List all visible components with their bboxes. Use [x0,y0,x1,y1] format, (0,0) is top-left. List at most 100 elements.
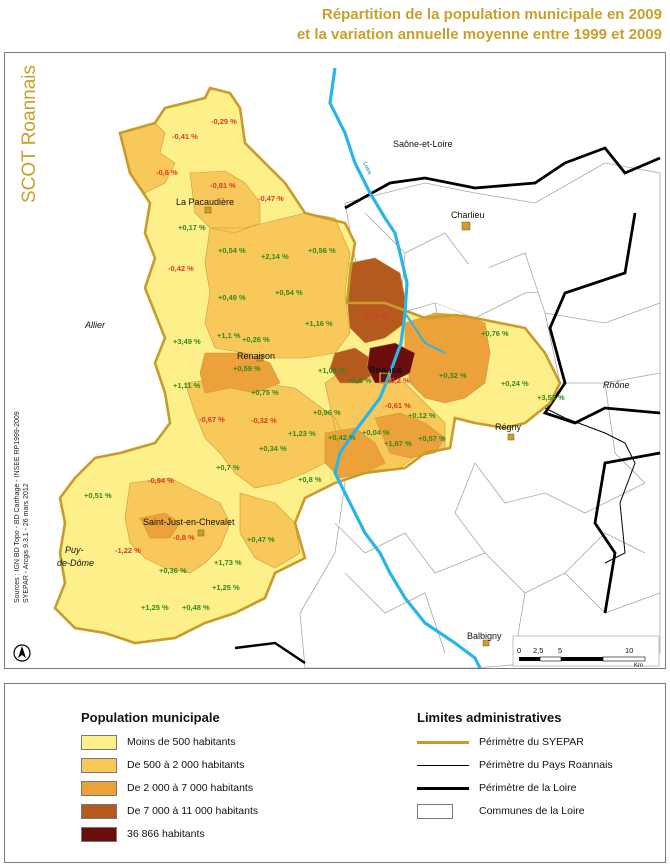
charlieu-marker [461,221,471,231]
north-arrow-icon [13,644,31,662]
variation-label: +0,04 % [362,428,390,437]
legend-limit-item: Périmètre du Pays Roannais [417,757,613,773]
thin-line-icon [417,764,469,766]
variation-label: +0,42 % [328,433,356,442]
variation-label: +0,8 % [298,475,322,484]
variation-label: +0,26 % [242,335,270,344]
legend-label: Moins de 500 habitants [127,736,236,748]
town-label-regny: Régny [495,422,522,432]
variation-label: +1,11 % [173,381,201,390]
choropleth [54,87,561,644]
variation-label: +0,54 % [218,246,246,255]
legend-population-item: De 2 000 à 7 000 habitants [81,780,253,796]
town-label-saint-just: Saint-Just-en-Chevalet [143,517,235,527]
variation-label: -0,47 % [258,194,284,203]
variation-label: +1,1 % [217,331,241,340]
legend-label: De 2 000 à 7 000 habitants [127,782,254,794]
variation-label: +2,14 % [261,252,289,261]
zone-roanne [366,342,416,384]
variation-label: +0,54 % [275,288,303,297]
variation-label: +0,32 % [439,371,467,380]
variation-label: -0,61 % [385,401,411,410]
variation-label: +0,75 % [251,388,279,397]
variation-label: +1,16 % [305,319,333,328]
legend-label: Périmètre du Pays Roannais [479,759,613,771]
variation-label: -0,29 % [211,117,237,126]
regny-marker [507,433,515,441]
legend-swatch [81,780,117,796]
variation-label: -0,32 % [251,416,277,425]
legend-label: Communes de la Loire [479,805,585,817]
legend-population-item: De 500 à 2 000 habitants [81,757,244,773]
scale-tick-3: 10 [625,646,633,655]
variation-label: +1,73 % [214,558,242,567]
variation-label: -0,81 % [210,181,236,190]
town-label-charlieu: Charlieu [451,210,485,220]
legend-label: Périmètre du SYEPAR [479,736,584,748]
legend-label: Périmètre de la Loire [479,782,577,794]
map-canvas: Saône-et-Loire Allier Rhône Puy- de-Dôme… [13,65,661,669]
legend-swatch [81,757,117,773]
legend-population-heading: Population municipale [81,710,220,725]
loire-perimeter [344,146,661,614]
variation-label: +3,53 % [537,393,565,402]
variation-label: -1,22 % [115,546,141,555]
variation-label: +0,59 % [233,364,261,373]
region-rhone-label: Rhône [603,380,630,390]
variation-label: +0,51 % [84,491,112,500]
town-label-la-pacaudiere: La Pacaudière [176,197,234,207]
scale-tick-1: 2,5 [533,646,543,655]
town-markers [197,206,515,647]
variation-label: +0,34 % [259,444,287,453]
variation-label: +1,05 % [318,366,346,375]
gold-line-icon [417,740,469,744]
variation-label: -0,18 % [362,311,388,320]
legend-label: 36 866 habitants [127,828,205,840]
legend-limit-item: Communes de la Loire [417,803,585,819]
variation-label: +0,24 % [501,379,529,388]
variation-label: +0,49 % [218,293,246,302]
legend-population-item: De 7 000 à 11 000 habitants [81,803,258,819]
variation-label: +0,57 % [418,434,446,443]
variation-label: +0,36 % [159,566,187,575]
legend-swatch [81,826,117,842]
variation-label: +0,17 % [178,223,206,232]
region-saone-label: Saône-et-Loire [393,139,453,149]
legend-population-item: Moins de 500 habitants [81,734,236,750]
variation-label: +1,8 % [348,376,372,385]
variation-label: -0,41 % [172,132,198,141]
variation-label: -0,94 % [148,476,174,485]
variation-label: +0,47 % [247,535,275,544]
sources-line-1: Sources : IGN BD Topo - BD Carthage - IN… [14,411,21,603]
variation-label: -0,67 % [199,415,225,424]
map-frame: Saône-et-Loire Allier Rhône Puy- de-Dôme… [4,52,666,669]
variation-label: +1,67 % [384,439,412,448]
variation-label: -0,42 % [168,264,194,273]
loire-river-label: Loire [361,161,372,176]
pays-roannais-perimeter [534,402,636,564]
balbigny-marker [482,639,490,647]
loire-river [328,67,482,669]
variation-label: +1,25 % [141,603,169,612]
variation-label: -0,6 % [156,168,178,177]
legend-swatch [81,734,117,750]
variation-label: -0,2 % [388,376,410,385]
variation-label: +0,96 % [313,408,341,417]
thick-line-icon [417,786,469,790]
scale-bar: 0 2,5 5 10 Km [512,635,660,669]
region-allier-label: Allier [84,320,106,330]
region-puy-label-1: Puy- [65,545,84,555]
scale-unit: Km [634,663,643,668]
variation-label: +0,12 % [408,411,436,420]
variation-label: +0,56 % [308,246,336,255]
roanne-marker [379,372,391,384]
saint-just-marker [197,529,205,537]
sources-line-2: SYEPAR - Arcgis 9.3.1 - 26 mars 2012 [23,483,30,603]
town-label-renaison: Renaison [237,351,275,361]
town-label-balbigny: Balbigny [467,631,502,641]
variation-label: +0,7 % [216,463,240,472]
legend-label: De 7 000 à 11 000 habitants [127,805,259,817]
legend-frame: Population municipale Moins de 500 habit… [4,683,666,863]
legend-swatch [81,803,117,819]
variation-label: +0,76 % [481,329,509,338]
